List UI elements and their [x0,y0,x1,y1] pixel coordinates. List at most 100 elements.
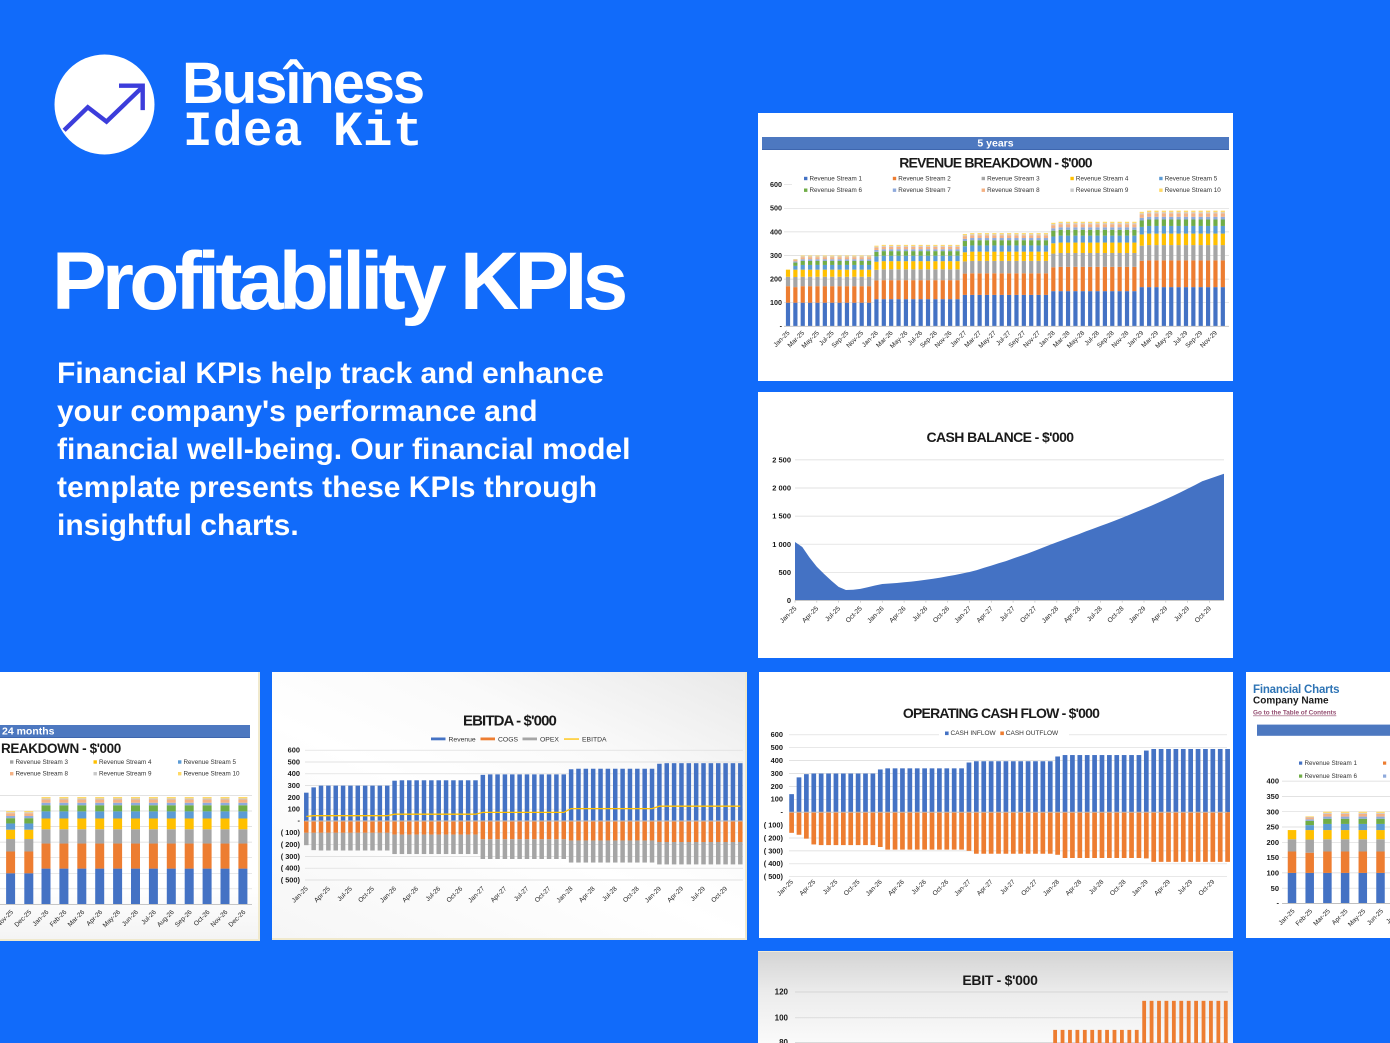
svg-text:( 200): ( 200) [281,840,301,849]
svg-text:Apr-27: Apr-27 [490,885,509,904]
svg-text:Aug-26: Aug-26 [156,909,176,929]
svg-text:EBITDA: EBITDA [582,737,607,744]
svg-text:300: 300 [288,781,300,790]
svg-text:500: 500 [778,568,791,577]
svg-text:COGS: COGS [498,737,518,744]
svg-text:( 500): ( 500) [764,872,784,881]
svg-text:( 400): ( 400) [764,859,784,868]
svg-text:OPERATING CASH FLOW - $'000: OPERATING CASH FLOW - $'000 [903,705,1100,721]
svg-text:REVENUE BREAKDOWN - $'000: REVENUE BREAKDOWN - $'000 [899,155,1093,171]
svg-text:Company Name: Company Name [1253,696,1329,707]
svg-text:80: 80 [779,1038,788,1043]
svg-text:( 100): ( 100) [764,821,784,830]
svg-text:( 300): ( 300) [764,846,784,855]
svg-text:Revenue: Revenue [449,737,476,744]
svg-text:Revenue Stream 6: Revenue Stream 6 [1305,773,1358,780]
svg-text:Revenue Stream 8: Revenue Stream 8 [16,771,69,778]
svg-text:Jul-28: Jul-28 [601,885,619,903]
svg-text:250: 250 [1266,823,1279,832]
svg-text:May-26: May-26 [102,909,123,930]
svg-text:Apr-28: Apr-28 [578,885,597,904]
svg-text:Oct-29: Oct-29 [710,885,729,904]
svg-text:( 300): ( 300) [281,852,301,861]
svg-text:Jul-29: Jul-29 [689,885,707,903]
svg-text:Revenue Stream 2: Revenue Stream 2 [898,175,951,182]
svg-text:120: 120 [775,988,789,997]
svg-text:-: - [298,816,301,825]
svg-text:Oct-26: Oct-26 [193,909,212,928]
svg-text:REAKDOWN - $'000: REAKDOWN - $'000 [1,741,121,756]
svg-text:Revenue Stream 1: Revenue Stream 1 [1305,760,1358,767]
svg-text:Jan-26: Jan-26 [31,909,50,928]
svg-text:( 200): ( 200) [764,833,784,842]
svg-text:200: 200 [1266,838,1279,847]
svg-text:Revenue Stream 4: Revenue Stream 4 [99,759,152,766]
svg-text:Oct-28: Oct-28 [622,885,641,904]
svg-text:-: - [781,807,784,816]
svg-text:200: 200 [288,793,300,802]
svg-text:600: 600 [771,730,783,739]
svg-text:-: - [780,322,783,331]
svg-text:100: 100 [771,795,783,804]
svg-text:CASH INFLOW: CASH INFLOW [951,730,997,737]
svg-text:Revenue Stream 5: Revenue Stream 5 [184,759,237,766]
svg-text:Apr-25: Apr-25 [313,885,332,904]
svg-text:Revenue Stream 5: Revenue Stream 5 [1165,175,1218,182]
svg-text:( 100): ( 100) [281,828,301,837]
svg-text:CASH OUTFLOW: CASH OUTFLOW [1006,730,1059,737]
svg-text:400: 400 [770,227,782,236]
svg-text:200: 200 [770,275,782,284]
svg-text:Revenue Stream 6: Revenue Stream 6 [810,187,863,194]
svg-text:Oct-26: Oct-26 [445,885,464,904]
svg-text:CASH BALANCE - $'000: CASH BALANCE - $'000 [927,429,1075,445]
svg-text:EBITDA - $'000: EBITDA - $'000 [463,713,556,730]
svg-text:600: 600 [770,180,782,189]
svg-text:Nov-26: Nov-26 [210,909,230,929]
svg-text:Dec-26: Dec-26 [228,909,248,929]
svg-text:Apr-29: Apr-29 [666,885,685,904]
svg-text:400: 400 [1266,777,1279,786]
svg-text:Jan-28: Jan-28 [556,885,575,904]
svg-text:Go to the Table of Contents: Go to the Table of Contents [1253,710,1337,717]
svg-text:Jan-26: Jan-26 [379,885,398,904]
svg-text:24 months: 24 months [2,726,55,738]
svg-text:Feb-26: Feb-26 [49,909,69,929]
svg-text:300: 300 [1266,807,1279,816]
svg-text:Revenue Stream 10: Revenue Stream 10 [1165,187,1222,194]
svg-text:Revenue Stream 10: Revenue Stream 10 [184,771,241,778]
svg-text:( 500): ( 500) [281,875,301,884]
svg-text:100: 100 [770,298,782,307]
svg-text:5 years: 5 years [977,138,1013,150]
svg-text:1 500: 1 500 [772,512,791,521]
svg-text:150: 150 [1266,853,1279,862]
svg-text:400: 400 [771,756,783,765]
svg-text:Jul-27: Jul-27 [513,885,531,903]
svg-text:Revenue Stream 1: Revenue Stream 1 [810,175,863,182]
svg-text:500: 500 [770,204,782,213]
svg-text:300: 300 [770,251,782,260]
svg-text:400: 400 [288,769,300,778]
svg-text:Revenue Stream 9: Revenue Stream 9 [1076,187,1129,194]
svg-text:600: 600 [288,746,300,755]
svg-text:500: 500 [771,743,783,752]
svg-text:EBIT - $'000: EBIT - $'000 [962,972,1038,988]
svg-text:100: 100 [775,1013,789,1022]
svg-text:0: 0 [787,596,791,605]
svg-text:2 500: 2 500 [772,456,791,465]
svg-text:Revenue Stream 9: Revenue Stream 9 [99,771,152,778]
svg-text:Jul-26: Jul-26 [425,885,443,903]
svg-text:300: 300 [771,769,783,778]
svg-text:Jan-27: Jan-27 [467,885,486,904]
svg-text:100: 100 [1266,869,1279,878]
svg-text:Revenue Stream 4: Revenue Stream 4 [1076,175,1129,182]
svg-text:200: 200 [771,782,783,791]
svg-text:Oct-25: Oct-25 [357,885,376,904]
svg-text:350: 350 [1266,792,1279,801]
svg-text:Revenue Stream 3: Revenue Stream 3 [16,759,69,766]
svg-text:Revenue Stream 7: Revenue Stream 7 [898,187,951,194]
svg-text:-: - [1277,899,1280,908]
svg-text:Revenue Stream 3: Revenue Stream 3 [987,175,1040,182]
svg-text:( 400): ( 400) [281,864,301,873]
svg-text:Apr-26: Apr-26 [401,885,420,904]
svg-text:Oct-27: Oct-27 [534,885,553,904]
